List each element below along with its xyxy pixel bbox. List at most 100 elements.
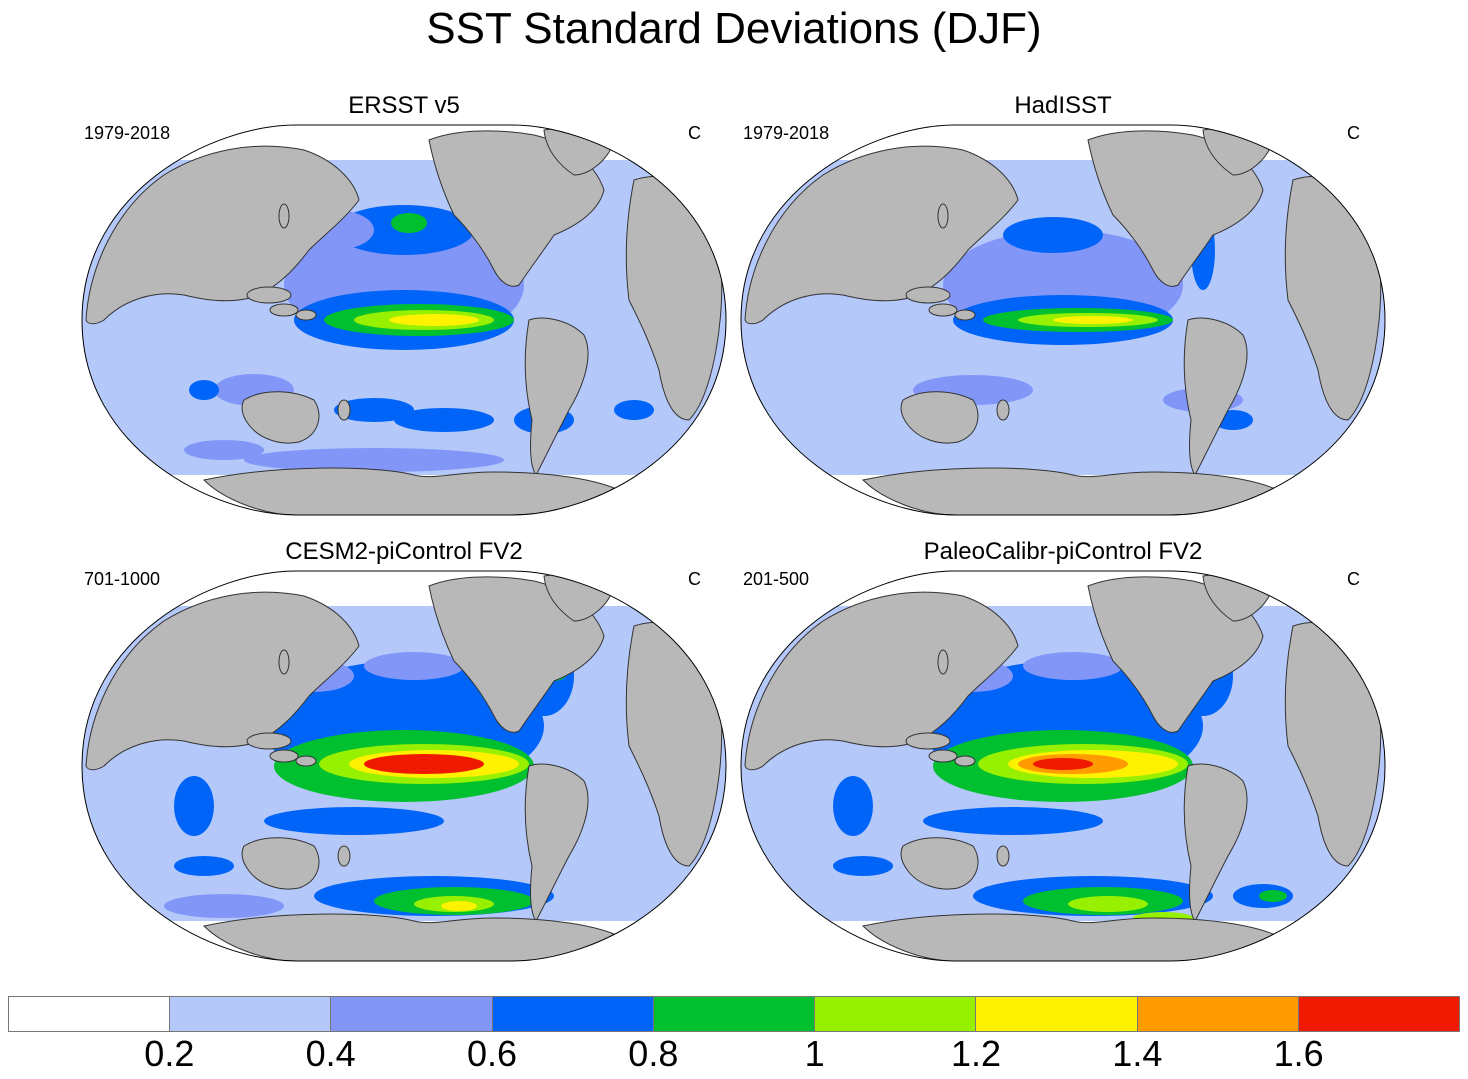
island [269, 749, 299, 763]
landmass [900, 837, 979, 890]
panel-years: 1979-2018 [84, 123, 171, 143]
panel-unit: C [1347, 569, 1360, 589]
colorbar [8, 996, 1460, 1032]
world-map-paleocalibr [740, 570, 1386, 962]
colorbar-box [8, 996, 171, 1032]
colorbar-tick-label: 1 [804, 1033, 825, 1074]
sst-contour-patch [264, 807, 444, 835]
island [937, 203, 949, 229]
sst-contour-patch [364, 652, 464, 680]
island [928, 749, 958, 763]
landmass [85, 591, 360, 771]
panel-title: HadISST [1014, 92, 1112, 119]
colorbar-tick-label: 0.2 [144, 1033, 195, 1074]
panel-years: 1979-2018 [743, 123, 830, 143]
sst-contour-patch [389, 314, 479, 326]
panel-title: ERSST v5 [348, 92, 460, 119]
colorbar-tick-label: 1.2 [950, 1033, 1002, 1074]
colorbar-box [492, 996, 654, 1032]
panel-unit: C [688, 123, 701, 143]
landmass [524, 763, 589, 922]
colorbar-tick-label: 0.6 [466, 1033, 518, 1074]
sst-contour-patch [189, 380, 219, 400]
sst-contour-patch [244, 448, 504, 472]
sst-contour-patch [174, 856, 234, 876]
map-border [81, 570, 727, 962]
sst-contour-patch [1033, 758, 1093, 770]
landmass [241, 391, 320, 444]
panel-title: CESM2-piControl FV2 [285, 538, 523, 565]
island [246, 286, 292, 304]
colorbar-box [653, 996, 816, 1032]
sst-contour-patch [833, 856, 893, 876]
colorbar-box [1137, 996, 1299, 1032]
island [996, 845, 1010, 867]
island [937, 649, 949, 675]
panel-unit: C [1347, 123, 1360, 143]
panel-years: 701-1000 [84, 569, 161, 589]
island [905, 732, 951, 750]
colorbar-tick-label: 0.8 [628, 1033, 679, 1074]
sst-contour-patch [1003, 217, 1103, 253]
island [928, 303, 958, 317]
colorbar-tick-label: 1.6 [1273, 1033, 1324, 1074]
island [954, 755, 976, 767]
sst-contour-patch [1259, 890, 1287, 902]
panel-years: 201-500 [743, 569, 810, 589]
map-panel-hadisst: HadISST 1979-2018 C [733, 92, 1393, 522]
map-border [740, 570, 1386, 962]
landmass [524, 317, 589, 476]
map-panel-cesm2: CESM2-piControl FV2 701-1000 C [74, 538, 734, 968]
sst-contour-patch [391, 213, 427, 233]
panel-title: PaleoCalibr-piControl FV2 [923, 538, 1203, 565]
colorbar-box [170, 996, 332, 1032]
island [295, 309, 317, 321]
landmass [1183, 317, 1248, 476]
landmass [861, 467, 1274, 515]
sst-contour-patch [833, 776, 873, 836]
map-panel-paleocalibr: PaleoCalibr-piControl FV2 201-500 C [733, 538, 1393, 968]
landmass [85, 145, 360, 325]
sst-contour-patch [1053, 316, 1133, 324]
colorbar-box [1298, 996, 1460, 1032]
colorbar-box [976, 996, 1138, 1032]
colorbar-tick-label: 0.4 [305, 1033, 356, 1074]
landmass [202, 467, 615, 515]
map-border [740, 124, 1386, 516]
landmass [744, 591, 1019, 771]
island [269, 303, 299, 317]
island [278, 203, 290, 229]
sst-contour-patch [614, 400, 654, 420]
island [905, 286, 951, 304]
island [996, 399, 1010, 421]
world-map-cesm2 [81, 570, 727, 962]
sst-contour-patch [184, 440, 264, 460]
landmass [900, 391, 979, 444]
island [278, 649, 290, 675]
colorbar-box [331, 996, 493, 1032]
sst-contour-patch [441, 901, 477, 911]
figure-title: SST Standard Deviations (DJF) [426, 4, 1042, 53]
landmass [202, 913, 615, 961]
sst-contour-patch [334, 398, 414, 422]
landmass [1087, 576, 1264, 733]
map-border [81, 124, 727, 516]
landmass [1183, 763, 1248, 922]
world-map-ersst [81, 124, 727, 516]
island [954, 309, 976, 321]
sst-contour-patch [389, 756, 479, 772]
sst-contour-patch [174, 776, 214, 836]
landmass [744, 145, 1019, 325]
colorbar-box [815, 996, 977, 1032]
panel-unit: C [688, 569, 701, 589]
landmass [428, 130, 605, 287]
map-panel-ersst: ERSST v5 1979-2018 C [74, 92, 734, 522]
island [337, 845, 351, 867]
sst-contour-patch [1023, 652, 1123, 680]
island [295, 755, 317, 767]
landmass [861, 913, 1274, 961]
island [337, 399, 351, 421]
colorbar-tick-label: 1.4 [1112, 1033, 1163, 1074]
sst-contour-patch [923, 807, 1103, 835]
landmass [1087, 130, 1264, 287]
